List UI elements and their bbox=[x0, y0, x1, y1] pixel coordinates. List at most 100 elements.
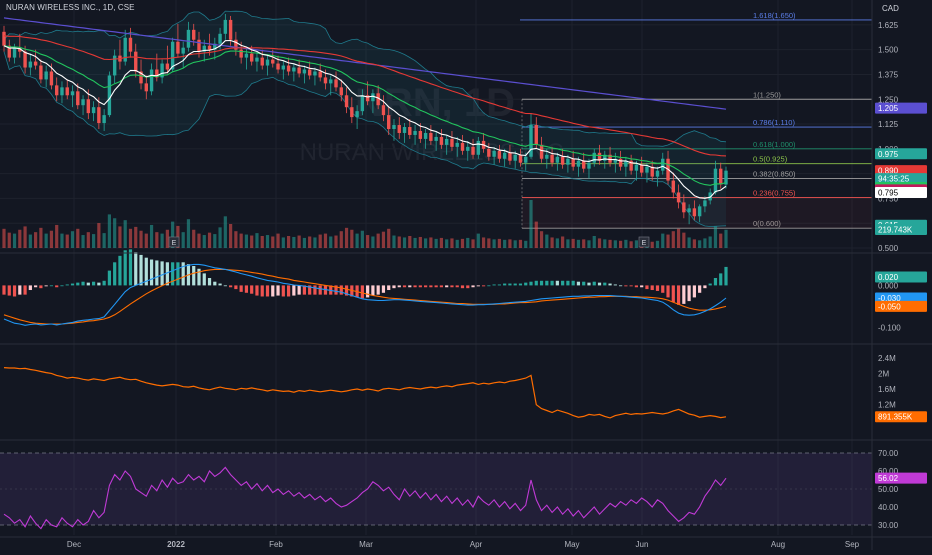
candle-body bbox=[634, 164, 639, 171]
macd-histogram-bar bbox=[650, 285, 654, 291]
fibonacci-retracement[interactable]: 1.618(1.650) 1(1.250) 0.786(1.110) 0.618(1.… bbox=[520, 11, 872, 229]
macd-histogram-bar bbox=[661, 285, 665, 293]
volume-bar bbox=[65, 234, 69, 248]
macd-histogram-bar bbox=[666, 285, 670, 298]
volume-bar bbox=[207, 232, 212, 248]
macd-histogram-bar bbox=[397, 285, 401, 288]
macd-histogram-bar bbox=[692, 285, 696, 298]
volume-bar bbox=[39, 227, 43, 248]
macd-tick-label: 0.000 bbox=[878, 281, 899, 290]
volume-bar bbox=[655, 240, 660, 248]
candle-body bbox=[28, 61, 33, 68]
volume-ma-badge bbox=[875, 411, 927, 423]
candle-body bbox=[91, 107, 96, 114]
candle-body bbox=[49, 71, 54, 86]
candle-body bbox=[413, 130, 417, 135]
candle-body bbox=[618, 158, 623, 167]
candle-body bbox=[629, 160, 633, 171]
volume-bar bbox=[687, 237, 691, 248]
volume-bar bbox=[281, 237, 285, 248]
volume-bar bbox=[724, 229, 728, 248]
ema-200-line bbox=[3, 17, 727, 110]
macd-histogram-bar bbox=[313, 285, 317, 295]
macd-histogram-bar bbox=[450, 285, 454, 288]
candle-body bbox=[592, 152, 596, 163]
candle-body bbox=[613, 158, 618, 163]
time-tick-label: Dec bbox=[67, 540, 81, 549]
volume-bar bbox=[392, 235, 396, 248]
candle-body bbox=[392, 125, 396, 129]
macd-histogram-bar bbox=[561, 280, 565, 286]
macd-histogram-bar bbox=[128, 249, 133, 286]
macd-histogram-bar bbox=[334, 285, 338, 295]
volume-bar bbox=[91, 234, 96, 248]
time-axis[interactable]: Dec 2022 Feb Mar Apr May Jun Aug Sep bbox=[0, 536, 932, 549]
price-badge-text: 1.205 bbox=[878, 104, 899, 113]
candle-body bbox=[255, 57, 259, 62]
volume-bar bbox=[297, 235, 301, 248]
macd-histogram-bar bbox=[28, 285, 32, 291]
macd-histogram-bar bbox=[682, 285, 686, 304]
candle-body bbox=[271, 59, 275, 64]
candle-body bbox=[244, 53, 249, 58]
volume-bar bbox=[86, 232, 90, 248]
price-tick-label: 0.750 bbox=[878, 194, 899, 203]
macd-histogram-bar bbox=[234, 285, 238, 290]
volume-bar bbox=[518, 239, 523, 248]
volume-bar bbox=[113, 218, 117, 248]
volume-ma-tick-label: 1.2M bbox=[878, 401, 896, 410]
macd-badge bbox=[875, 300, 927, 312]
macd-histogram-bar bbox=[518, 283, 523, 286]
candle-body bbox=[202, 45, 206, 52]
fib-level-label: 0.382(0.850) bbox=[753, 170, 796, 179]
symbol-title[interactable]: NURAN WIRELESS INC., 1D, CSE bbox=[6, 3, 135, 12]
volume-bar bbox=[218, 227, 222, 248]
candle-body bbox=[571, 158, 575, 167]
macd-tick-label: -0.100 bbox=[878, 323, 901, 332]
macd-histogram-bar bbox=[76, 282, 80, 286]
volume-bar bbox=[618, 240, 623, 248]
macd-histogram-bar bbox=[529, 281, 533, 286]
price-axis[interactable]: 1.6251.5001.3751.2501.1251.0000.8750.750… bbox=[875, 21, 927, 530]
time-tick-label: May bbox=[564, 540, 579, 549]
volume-bar bbox=[455, 239, 459, 248]
macd-histogram-bar bbox=[576, 281, 581, 286]
volume-bar bbox=[634, 240, 639, 248]
volume-bar bbox=[555, 238, 559, 248]
volume-bar bbox=[471, 239, 475, 248]
candle-body bbox=[97, 107, 101, 124]
macd-histogram-bar bbox=[618, 285, 623, 287]
macd-histogram-bar bbox=[134, 252, 138, 286]
macd-histogram-bar bbox=[703, 285, 707, 289]
candle-body bbox=[703, 200, 707, 207]
candle-body bbox=[719, 168, 723, 185]
candle-body bbox=[234, 39, 238, 50]
macd-histogram-bar bbox=[613, 284, 617, 286]
macd-histogram-bar bbox=[192, 265, 196, 286]
volume-bar bbox=[418, 236, 422, 248]
macd-histogram-bar bbox=[455, 285, 459, 288]
candle-body bbox=[144, 83, 148, 92]
macd-histogram-bar bbox=[181, 262, 185, 286]
volume-bar bbox=[629, 241, 633, 248]
candle-body bbox=[671, 180, 675, 193]
volume-bar bbox=[2, 228, 6, 248]
volume-bar bbox=[239, 233, 243, 248]
macd-histogram-bar bbox=[318, 285, 322, 295]
volume-bar bbox=[397, 236, 401, 248]
macd-histogram-bar bbox=[566, 280, 570, 286]
volume-bar bbox=[376, 233, 380, 248]
macd-histogram-bar bbox=[244, 285, 249, 293]
candle-body bbox=[582, 160, 586, 169]
macd-histogram-bar bbox=[513, 283, 517, 286]
macd-histogram-bar bbox=[429, 285, 433, 288]
price-badge-text: 94:35:25 bbox=[878, 175, 910, 184]
macd-histogram-bar bbox=[60, 285, 64, 287]
candle-body bbox=[387, 115, 391, 129]
candle-body bbox=[297, 67, 301, 74]
volume-bar bbox=[713, 226, 718, 248]
bollinger-bands bbox=[3, 10, 727, 227]
price-tick-label: 0.500 bbox=[878, 244, 899, 253]
